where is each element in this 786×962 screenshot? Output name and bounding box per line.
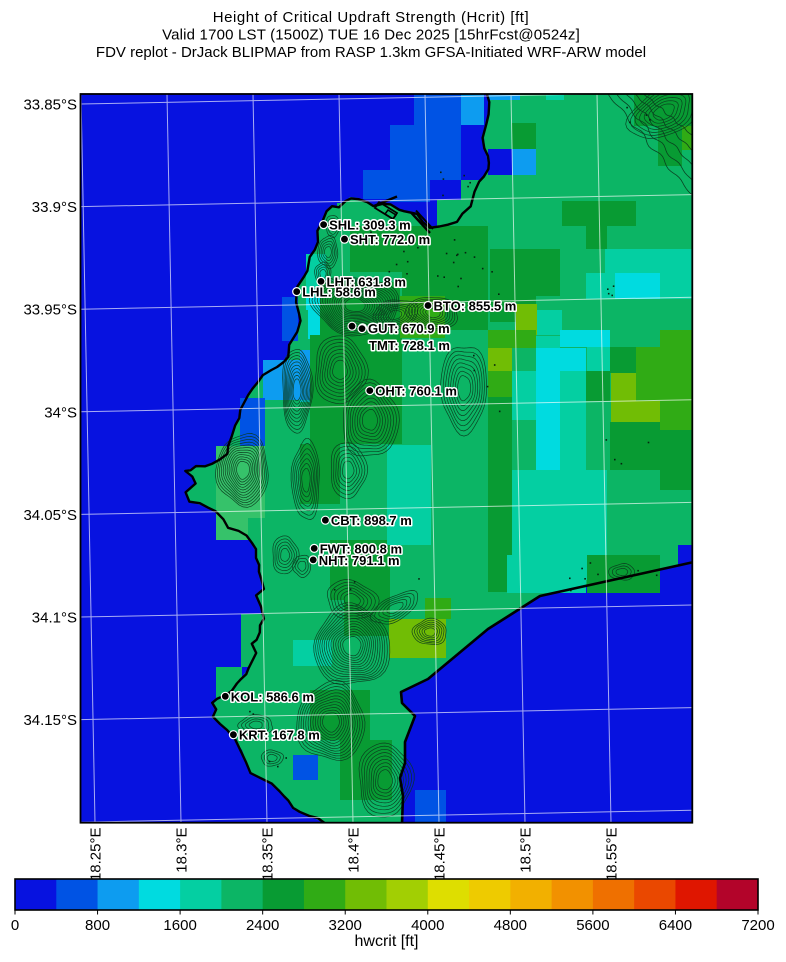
svg-text:NHT: 791.1 m: NHT: 791.1 m xyxy=(319,553,400,568)
svg-text:18.4°E: 18.4°E xyxy=(346,828,363,873)
svg-text:7200: 7200 xyxy=(741,917,774,934)
svg-text:LHL: 58.6 m: LHL: 58.6 m xyxy=(302,285,376,300)
svg-text:3200: 3200 xyxy=(329,917,362,934)
svg-text:33.85°S: 33.85°S xyxy=(23,97,77,114)
svg-text:KOL: 586.6 m: KOL: 586.6 m xyxy=(231,689,314,704)
svg-text:34.1°S: 34.1°S xyxy=(32,610,77,627)
svg-text:18.35°E: 18.35°E xyxy=(260,828,277,882)
svg-text:18.5°E: 18.5°E xyxy=(518,828,535,873)
svg-text:SHL: 309.3 m: SHL: 309.3 m xyxy=(329,218,411,233)
svg-text:18.3°E: 18.3°E xyxy=(174,828,191,873)
svg-text:18.55°E: 18.55°E xyxy=(604,828,621,882)
svg-text:Height of Critical Updraft Str: Height of Critical Updraft Strength (Hcr… xyxy=(213,9,530,26)
svg-text:FDV replot - DrJack BLIPMAP fr: FDV replot - DrJack BLIPMAP from RASP 1.… xyxy=(96,44,646,61)
svg-text:CBT: 898.7 m: CBT: 898.7 m xyxy=(331,513,412,528)
svg-text:Valid 1700 LST (1500Z) TUE 16: Valid 1700 LST (1500Z) TUE 16 Dec 2025 [… xyxy=(162,27,580,44)
svg-text:33.9°S: 33.9°S xyxy=(32,199,77,216)
svg-text:18.25°E: 18.25°E xyxy=(88,828,105,882)
svg-text:GUT: 670.9 m: GUT: 670.9 m xyxy=(368,321,450,336)
svg-text:34°S: 34°S xyxy=(44,404,77,421)
svg-text:34.15°S: 34.15°S xyxy=(23,712,77,729)
svg-text:KRT: 167.8 m: KRT: 167.8 m xyxy=(239,728,320,743)
svg-text:6400: 6400 xyxy=(659,917,692,934)
svg-text:1600: 1600 xyxy=(163,917,196,934)
svg-text:OHT: 760.1 m: OHT: 760.1 m xyxy=(375,384,457,399)
svg-text:2400: 2400 xyxy=(246,917,279,934)
svg-text:LHT: 631.8 m: LHT: 631.8 m xyxy=(327,274,406,289)
svg-text:TMT: 728.1 m: TMT: 728.1 m xyxy=(369,338,450,353)
svg-text:4800: 4800 xyxy=(494,917,527,934)
svg-text:BTO: 855.5 m: BTO: 855.5 m xyxy=(434,299,517,314)
svg-text:34.05°S: 34.05°S xyxy=(23,507,77,524)
svg-text:33.95°S: 33.95°S xyxy=(23,302,77,319)
svg-text:18.45°E: 18.45°E xyxy=(432,828,449,882)
svg-text:0: 0 xyxy=(11,917,19,934)
svg-text:hwcrit [ft]: hwcrit [ft] xyxy=(354,933,418,950)
svg-text:800: 800 xyxy=(85,917,110,934)
svg-text:4000: 4000 xyxy=(411,917,444,934)
svg-text:SHT: 772.0 m: SHT: 772.0 m xyxy=(350,232,430,247)
svg-text:5600: 5600 xyxy=(576,917,609,934)
svg-text:FWT: 800.8 m: FWT: 800.8 m xyxy=(320,541,402,556)
